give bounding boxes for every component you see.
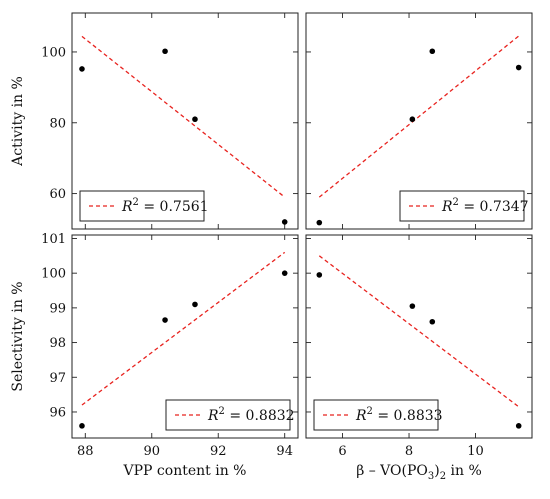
y-axis-label: Activity in % <box>10 76 26 167</box>
panel-2: R2 = 0.7347 <box>305 12 533 230</box>
panel-frame <box>305 12 533 230</box>
legend-label: R2 = 0.8832 <box>207 406 295 424</box>
fit-line <box>318 255 520 408</box>
panel-frame <box>71 234 299 439</box>
y-tick-label: 99 <box>49 301 66 316</box>
y-tick-label: 100 <box>41 45 66 60</box>
fit-line <box>318 35 520 198</box>
y-tick-label: 97 <box>49 371 66 386</box>
data-point <box>192 301 198 308</box>
data-point <box>79 423 85 429</box>
legend-box <box>313 399 439 431</box>
y-tick-label: 60 <box>49 187 66 202</box>
data-point <box>429 318 436 325</box>
data-point <box>409 303 416 309</box>
x-tick-label: 90 <box>143 444 160 459</box>
y-axis-label: Selectivity in % <box>10 281 26 391</box>
y-tick-label: 96 <box>49 405 66 420</box>
x-tick-label: 6 <box>338 444 346 459</box>
data-point <box>515 423 522 429</box>
data-point <box>281 219 288 225</box>
panel-frame <box>71 12 299 230</box>
x-axis-label: VPP content in % <box>123 463 247 479</box>
panel-1: 60 80 100 R2 = 0.7561 Activity in % <box>10 12 299 230</box>
legend: R2 = 0.8833 <box>313 399 443 431</box>
legend-box <box>399 190 525 222</box>
data-point <box>281 270 288 276</box>
x-axis-label: β – VO(PO3)2 in % <box>356 463 482 482</box>
data-point <box>515 64 522 71</box>
data-point <box>409 116 416 123</box>
x-tick-label: 94 <box>276 444 293 459</box>
legend: R2 = 0.8832 <box>165 399 295 431</box>
legend-box <box>79 190 205 222</box>
data-point <box>192 116 198 123</box>
data-point <box>162 317 168 323</box>
y-tick-label: 100 <box>41 267 66 282</box>
panel-3: 88 90 92 94 96 97 98 99 100 101 R2 = 0.8832 Selecti… <box>10 232 299 479</box>
legend-label: R2 = 0.7561 <box>121 197 209 215</box>
panels: 60 80 100 R2 = 0.7561 Activity in % R2 = 0.73… <box>10 12 533 482</box>
panel-4: 6 8 10 R2 = 0.8833 β – VO(PO3)2 in % <box>305 234 533 482</box>
x-tick-label: 92 <box>210 444 227 459</box>
data-point <box>79 66 85 72</box>
panel-frame <box>305 234 533 439</box>
legend-box <box>165 399 291 431</box>
x-tick-label: 88 <box>77 444 94 459</box>
y-tick-label: 101 <box>41 232 66 247</box>
y-tick-label: 98 <box>49 336 66 351</box>
legend: R2 = 0.7561 <box>79 190 209 222</box>
fit-line <box>81 35 286 198</box>
data-point <box>316 219 323 226</box>
data-point <box>316 272 323 278</box>
legend-label: R2 = 0.8833 <box>355 406 443 424</box>
x-tick-label: 10 <box>467 444 484 459</box>
data-point <box>162 48 168 55</box>
x-tick-label: 8 <box>405 444 413 459</box>
legend-label: R2 = 0.7347 <box>441 197 529 215</box>
data-point <box>429 48 436 55</box>
fit-line <box>81 251 286 406</box>
legend: R2 = 0.7347 <box>399 190 529 222</box>
y-tick-label: 80 <box>49 116 66 131</box>
